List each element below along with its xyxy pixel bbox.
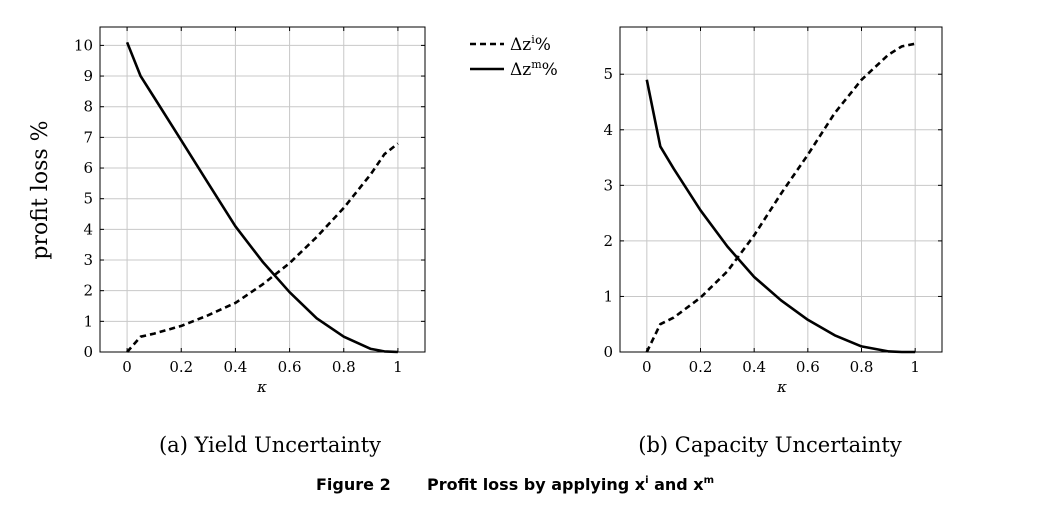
legend-label-m: Δzm% — [510, 58, 558, 80]
legend: Δzi% Δzm% — [470, 33, 558, 80]
series-line-dz-m — [125, 41, 398, 354]
ticks-b: 0 0.2 0.4 0.6 0.8 1 0 1 2 3 4 5 — [603, 27, 942, 376]
x-axis-label-a: κ — [256, 378, 267, 396]
x-tick-label: 0 — [122, 358, 132, 376]
y-tick-label: 8 — [83, 98, 93, 116]
series-a — [125, 41, 399, 354]
legend-label-m-suffix: % — [542, 60, 558, 80]
series-b — [645, 42, 916, 354]
y-tick-label: 0 — [603, 343, 613, 361]
y-tick-label: 4 — [83, 220, 93, 238]
subcaption-b: (b) Capacity Uncertainty — [638, 433, 902, 457]
grid-a — [100, 27, 425, 353]
x-tick-label: 0.2 — [169, 358, 193, 376]
x-tick-label: 0.6 — [278, 358, 302, 376]
x-tick-label: 0.4 — [223, 358, 247, 376]
x-tick-label: 1 — [910, 358, 920, 376]
y-tick-label: 4 — [603, 121, 613, 139]
plot-frame-a — [99, 26, 426, 353]
y-tick-label: 5 — [603, 65, 613, 83]
y-axis-label: profit loss % — [28, 120, 53, 259]
y-tick-label: 3 — [603, 176, 613, 194]
legend-label-i: Δzi% — [510, 33, 551, 55]
figure-caption: Figure 2 Profit loss by applying xi and … — [316, 475, 714, 494]
plot-frame-b — [619, 26, 943, 353]
y-tick-label: 1 — [83, 312, 93, 330]
figure-caption-sup1: i — [645, 475, 648, 486]
figure-caption-label: Figure 2 — [316, 475, 391, 494]
series-line-dz-m — [645, 79, 916, 354]
y-tick-label: 5 — [83, 190, 93, 208]
y-tick-label: 3 — [83, 251, 93, 269]
x-tick-label: 1 — [393, 358, 403, 376]
subcaption-a: (a) Yield Uncertainty — [159, 433, 381, 457]
panel-capacity-uncertainty: 0 0.2 0.4 0.6 0.8 1 0 1 2 3 4 5 κ (b) Capacity Unce… — [603, 26, 943, 457]
x-axis-label-b: κ — [776, 378, 787, 396]
x-tick-label: 0.4 — [742, 358, 766, 376]
legend-label-i-base: Δz — [510, 35, 531, 55]
y-tick-label: 2 — [603, 232, 613, 250]
figure-caption-main: Profit loss by applying x — [427, 475, 646, 494]
x-tick-label: 0.6 — [796, 358, 820, 376]
y-tick-label: 7 — [83, 128, 93, 146]
y-tick-label: 2 — [83, 282, 93, 300]
y-tick-label: 0 — [83, 343, 93, 361]
figure-caption-sup2: m — [704, 475, 714, 486]
y-tick-label: 9 — [83, 67, 93, 85]
legend-label-m-sup: m — [531, 58, 542, 71]
figure-caption-middle: and x — [649, 475, 705, 494]
legend-label-i-sup: i — [531, 33, 535, 46]
x-tick-label: 0.8 — [332, 358, 356, 376]
x-tick-label: 0.2 — [689, 358, 713, 376]
legend-label-m-base: Δz — [510, 60, 531, 80]
y-tick-label: 6 — [83, 159, 93, 177]
y-tick-label: 10 — [74, 36, 93, 54]
series-line-dz-i — [126, 142, 399, 353]
x-tick-label: 0.8 — [850, 358, 874, 376]
series-line-dz-i — [645, 42, 916, 353]
legend-label-i-suffix: % — [535, 35, 551, 55]
y-tick-label: 1 — [603, 287, 613, 305]
x-tick-label: 0 — [642, 358, 652, 376]
figure-caption-text: Profit loss by applying xi and xm — [427, 475, 714, 494]
grid-b — [620, 27, 942, 353]
